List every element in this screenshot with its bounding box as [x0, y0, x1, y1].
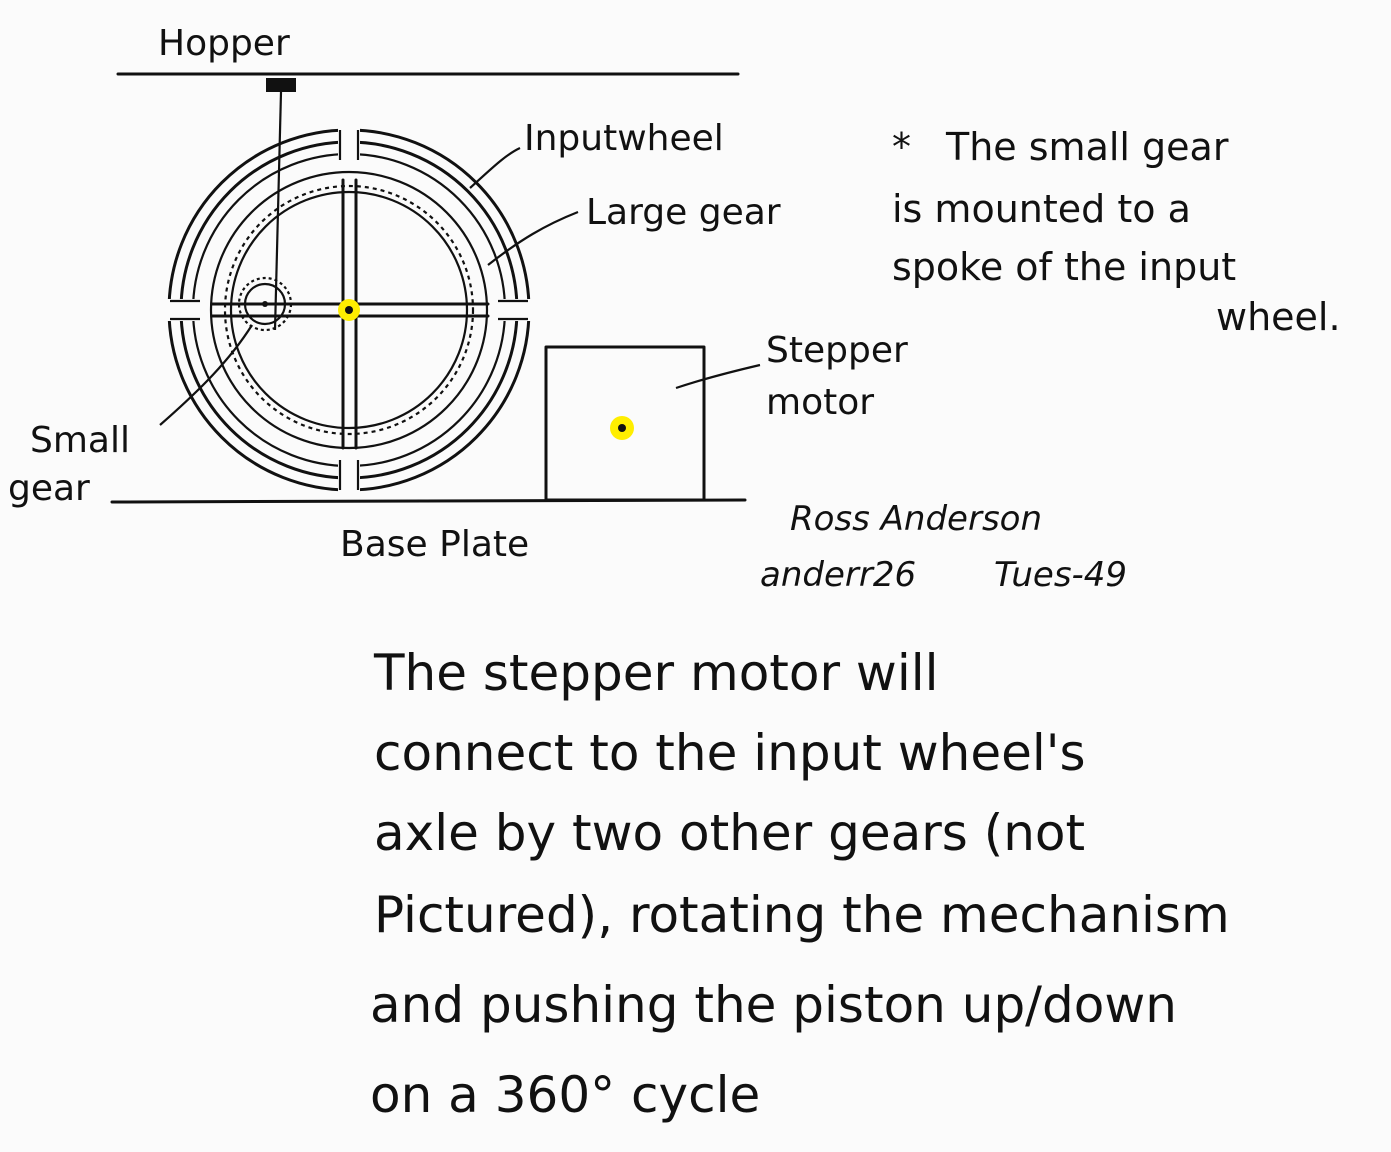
stepper-motor-box [544, 345, 706, 502]
large-gear-leader [487, 210, 579, 266]
small-gear [237, 276, 293, 332]
large-gear-label: Large gear [586, 192, 781, 233]
stepper-label-line2: motor [766, 382, 874, 423]
description-line-2: connect to the input wheel's [374, 724, 1086, 782]
note-asterisk: * [892, 125, 911, 169]
small-gear-label-line1: Small [30, 420, 130, 461]
stepper-label-line1: Stepper [766, 330, 908, 371]
signature-id: anderr26 [760, 555, 916, 595]
description-line-5: and pushing the piston up/down [370, 976, 1177, 1034]
axle-dot [345, 306, 353, 314]
input-wheel-label: Inputwheel [524, 118, 724, 159]
base-plate-label: Base Plate [340, 524, 529, 565]
small-gear-label-line2: gear [8, 468, 90, 509]
input-wheel [165, 126, 533, 494]
hopper-rod [273, 91, 283, 331]
description-line-3: axle by two other gears (not [374, 804, 1085, 862]
signature-section: Tues-49 [994, 555, 1127, 595]
note-line-4: wheel. [1216, 295, 1341, 339]
input-wheel-leader [469, 147, 521, 189]
description-line-1: The stepper motor will [373, 644, 939, 702]
note-line-1: The small gear [945, 125, 1229, 169]
hopper-mount [266, 78, 296, 92]
stepper-leader [675, 363, 761, 390]
note-line-2: is mounted to a [892, 187, 1191, 231]
note-line-3: spoke of the input [892, 245, 1236, 289]
small-gear-leader [159, 324, 253, 426]
hopper-label: Hopper [158, 23, 290, 64]
description-line-6: on a 360° cycle [370, 1066, 760, 1124]
stepper-shaft-dot [618, 424, 626, 432]
description-line-4: Pictured), rotating the mechanism [374, 886, 1230, 944]
large-gear [209, 170, 489, 450]
signature-name: Ross Anderson [790, 499, 1042, 539]
